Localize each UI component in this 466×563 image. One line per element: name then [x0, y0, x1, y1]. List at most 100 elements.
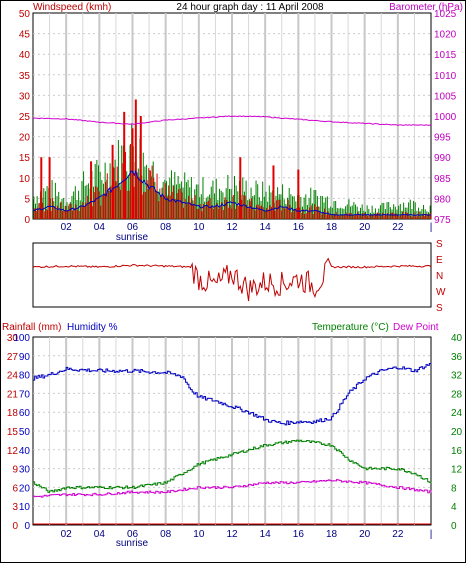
chart3-ytick-rain: 3	[12, 502, 18, 513]
chart1-sunrise: sunrise	[116, 232, 149, 243]
chart3-ytick-humidity: 60	[19, 408, 31, 419]
chart1-ytick-right: 1025	[434, 9, 457, 20]
chart2-ytick-right: W	[436, 287, 446, 298]
chart3-sunrise: sunrise	[116, 538, 149, 549]
chart2-ytick-right: E	[436, 255, 443, 266]
chart3-label-temperature: Temperature (°C)	[312, 322, 389, 333]
chart3-xtick: 20	[359, 529, 371, 540]
chart1-windspeed-line	[32, 169, 432, 216]
chart3-ytick-rain: 12	[7, 446, 19, 457]
chart3-ytick-temp: 0	[451, 521, 457, 532]
chart1-ytick-left: 15	[19, 153, 31, 164]
chart3-ytick-humidity: 0	[24, 521, 30, 532]
chart3-ytick-humidity: 10	[19, 502, 31, 513]
chart1-xtick: |	[430, 222, 433, 233]
chart1-ytick-left: 30	[19, 91, 31, 102]
chart1-ytick-right: 1010	[434, 71, 457, 82]
chart1-ytick-left: 20	[19, 133, 31, 144]
chart3-xtick: 18	[326, 529, 338, 540]
chart1-ytick-left: 5	[24, 194, 30, 205]
chart1-ytick-right: 985	[434, 174, 451, 185]
chart3-xtick: 02	[61, 529, 73, 540]
plot-layer: 0510152025303540455097598098599099510001…	[7, 9, 463, 540]
chart1-barometer-line	[32, 115, 432, 126]
chart1-xtick: 12	[226, 222, 238, 233]
chart3-ytick-humidity: 40	[19, 446, 31, 457]
chart1-ytick-left: 40	[19, 50, 31, 61]
chart3-xtick: 16	[293, 529, 305, 540]
chart1-xtick: 14	[260, 222, 272, 233]
chart3-ytick-temp: 24	[451, 408, 463, 419]
chart3-ytick-temp: 16	[451, 446, 463, 457]
chart1-xtick: 22	[392, 222, 404, 233]
chart3-ytick-rain: 9	[12, 465, 18, 476]
chart3-xtick: |	[430, 529, 433, 540]
chart1-ytick-right: 980	[434, 194, 451, 205]
chart1-ytick-right: 1015	[434, 50, 457, 61]
chart1-xtick: 08	[160, 222, 172, 233]
chart2-ytick-right: S	[436, 239, 443, 250]
chart1-ytick-right: 995	[434, 133, 451, 144]
chart3-ytick-humidity: 30	[19, 465, 31, 476]
chart3-ytick-rain: 6	[12, 483, 18, 494]
chart3-ytick-temp: 36	[451, 352, 463, 363]
chart3-ytick-humidity: 80	[19, 371, 31, 382]
chart1-xtick: 16	[293, 222, 305, 233]
chart1-xtick: 18	[326, 222, 338, 233]
chart3-ytick-temp: 12	[451, 465, 463, 476]
chart1-ylabel-left: Windspeed (kmh)	[33, 2, 111, 13]
chart3-ytick-rain: 24	[7, 371, 19, 382]
chart3-temperature-line	[33, 439, 432, 493]
chart1-xtick: 02	[61, 222, 73, 233]
chart1-ytick-left: 0	[24, 215, 30, 226]
chart3-label-dewpoint: Dew Point	[393, 322, 439, 333]
chart3-ytick-temp: 8	[451, 483, 457, 494]
chart1-ytick-left: 10	[19, 174, 31, 185]
chart3-humidity-line	[33, 363, 432, 426]
chart3-ytick-rain: 27	[7, 352, 19, 363]
chart3-dewpoint-line	[33, 479, 432, 498]
chart2-ytick-right: N	[436, 271, 443, 282]
chart3-ytick-rain: 30	[7, 333, 19, 344]
chart3-ytick-humidity: 100	[13, 333, 30, 344]
chart3-xtick: 08	[160, 529, 172, 540]
chart3-ytick-temp: 28	[451, 389, 463, 400]
chart3-ytick-rain: 21	[7, 389, 19, 400]
chart3-ytick-temp: 4	[451, 502, 457, 513]
chart3-ytick-rain: 15	[7, 427, 19, 438]
chart3-ytick-humidity: 70	[19, 389, 31, 400]
chart1-title: 24 hour graph day : 11 April 2008	[176, 2, 324, 13]
chart3-xtick: 06	[127, 529, 139, 540]
chart1-xtick: 20	[359, 222, 371, 233]
chart1-ytick-right: 1020	[434, 30, 457, 41]
chart3-ytick-humidity: 20	[19, 483, 31, 494]
chart3-ytick-temp: 40	[451, 333, 463, 344]
chart3-ytick-humidity: 90	[19, 352, 31, 363]
chart1-xtick: 10	[193, 222, 205, 233]
chart3-label-rainfall: Rainfall (mm)	[2, 322, 61, 333]
chart3-label-humidity: Humidity %	[67, 322, 118, 333]
chart1-ytick-left: 45	[19, 30, 31, 41]
chart3-ytick-rain: 18	[7, 408, 19, 419]
chart2-ytick-right: S	[436, 303, 443, 314]
chart1-ytick-left: 50	[19, 9, 31, 20]
chart1-ytick-left: 35	[19, 71, 31, 82]
chart1-ytick-left: 25	[19, 112, 31, 123]
chart1-ytick-right: 1005	[434, 91, 457, 102]
chart2-direction-line	[32, 257, 432, 302]
chart1-ylabel-right: Barometer (hPa)	[389, 2, 463, 13]
chart1-ytick-right: 990	[434, 153, 451, 164]
chart1-xtick: 04	[94, 222, 106, 233]
chart3-xtick: 22	[392, 529, 404, 540]
chart3-ytick-temp: 20	[451, 427, 463, 438]
chart3-ytick-rain: 0	[12, 521, 18, 532]
chart1-ytick-right: 1000	[434, 112, 457, 123]
chart1-xtick: 06	[127, 222, 139, 233]
chart3-xtick: 04	[94, 529, 106, 540]
chart2-plot-area	[32, 242, 432, 308]
chart3-ytick-humidity: 50	[19, 427, 31, 438]
chart1-ytick-right: 975	[434, 215, 451, 226]
chart3-xtick: 12	[226, 529, 238, 540]
chart3-xtick: 14	[260, 529, 272, 540]
